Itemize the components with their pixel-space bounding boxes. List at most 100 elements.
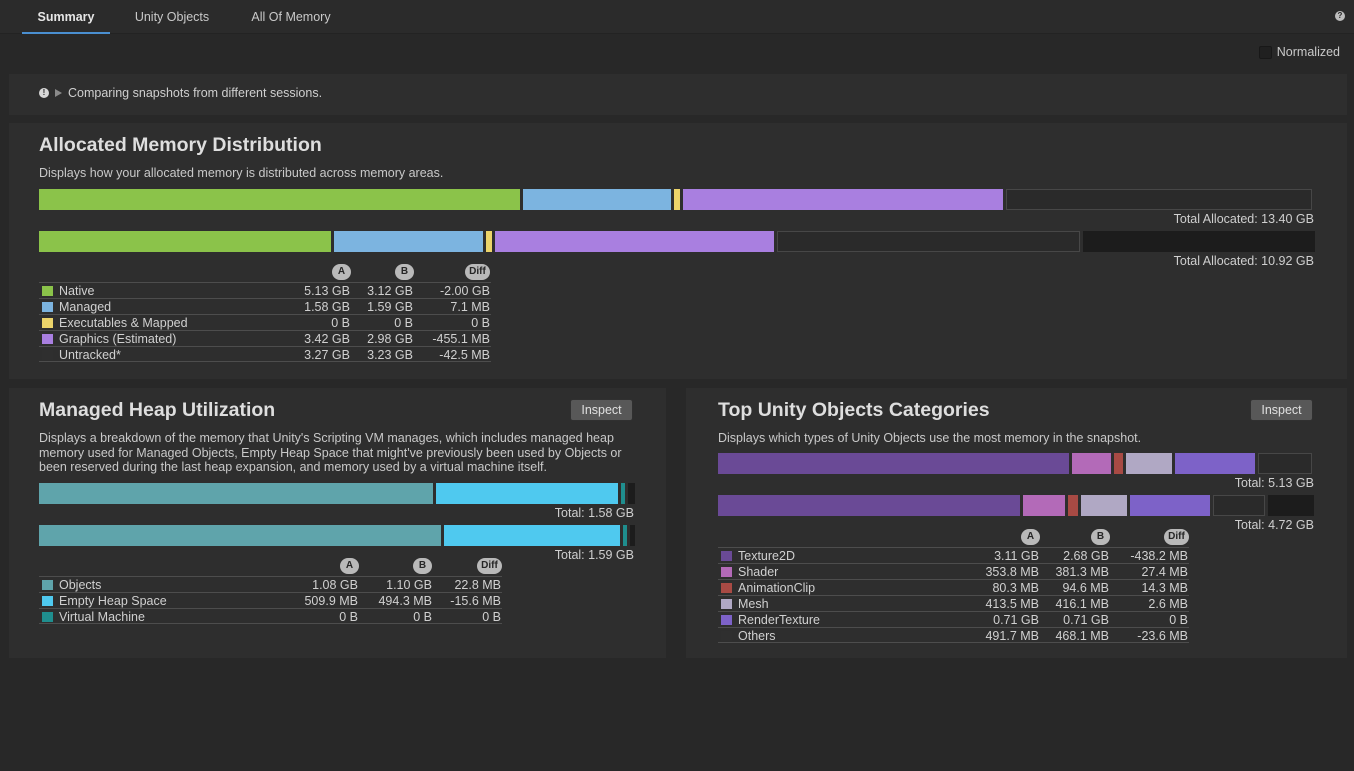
tab-unity-objects[interactable]: Unity Objects [134,10,210,24]
allocated-legend-row-executables-mapped[interactable]: Executables & Mapped 0 B 0 B 0 B [39,314,491,330]
help-icon[interactable]: ? [1335,11,1345,21]
allocated-b-segment-native[interactable] [39,231,331,252]
top-objects-legend-header: A B Diff [718,527,1189,547]
top-objects-swatch-rendertexture [721,615,732,625]
top-objects-legend-row-animationclip[interactable]: AnimationClip 80.3 MB 94.6 MB 14.3 MB [718,579,1189,595]
managed-heap-inspect-button[interactable]: Inspect [570,399,633,421]
allocated-legend-value-diff: 7.1 MB [450,300,490,314]
top-objects-legend-value-diff: 2.6 MB [1148,597,1188,611]
managed-heap-a-segment-virtual-machine[interactable] [621,483,625,504]
normalized-checkbox[interactable] [1258,45,1272,59]
allocated-a-segment-graphics-estimated[interactable] [683,189,1003,210]
top-objects-legend-row-mesh[interactable]: Mesh 413.5 MB 416.1 MB 2.6 MB [718,595,1189,611]
top-objects-inspect-button[interactable]: Inspect [1250,399,1313,421]
top-objects-legend-value-a: 353.8 MB [985,565,1039,579]
managed-heap-legend-value-diff: 0 B [482,610,501,624]
top-objects-swatch-shader [721,567,732,577]
top-objects-legend-value-b: 468.1 MB [1055,629,1109,643]
managed-heap-header-b: B [413,558,432,574]
allocated-bar-a [39,189,1315,210]
allocated-swatch-graphics-estimated [42,334,53,344]
allocated-legend-header: A B Diff [39,262,491,282]
allocated-legend-value-a: 5.13 GB [304,284,350,298]
session-notice: ! Comparing snapshots from different ses… [9,74,1347,115]
managed-heap-legend-value-a: 0 B [339,610,358,624]
managed-heap-swatch-empty-heap-space [42,596,53,606]
managed-heap-b-segment-virtual-machine[interactable] [623,525,627,546]
allocated-legend-row-managed[interactable]: Managed 1.58 GB 1.59 GB 7.1 MB [39,298,491,314]
top-objects-legend-row-others[interactable]: Others 491.7 MB 468.1 MB -23.6 MB [718,627,1189,643]
allocated-legend-value-b: 3.23 GB [367,348,413,362]
managed-heap-description: Displays a breakdown of the memory that … [39,431,622,474]
allocated-a-segment-managed[interactable] [523,189,671,210]
managed-heap-a-segment-objects[interactable] [39,483,433,504]
allocated-legend-name: Native [59,284,95,298]
allocated-swatch-native [42,286,53,296]
managed-heap-b-segment-objects[interactable] [39,525,441,546]
top-objects-a-segment-mesh[interactable] [1126,453,1172,474]
top-objects-legend-name: AnimationClip [738,581,816,595]
top-objects-legend-value-b: 381.3 MB [1055,565,1109,579]
top-objects-a-segment-animationclip[interactable] [1114,453,1123,474]
top-objects-legend-value-a: 0.71 GB [993,613,1039,627]
top-objects-legend-row-shader[interactable]: Shader 353.8 MB 381.3 MB 27.4 MB [718,563,1189,579]
allocated-legend-row-untracked[interactable]: Untracked* 3.27 GB 3.23 GB -42.5 MB [39,346,491,362]
allocated-b-segment-managed[interactable] [334,231,483,252]
managed-heap-legend-name: Empty Heap Space [59,594,167,608]
top-objects-b-segment-others[interactable] [1213,495,1265,516]
top-objects-b-segment-mesh[interactable] [1081,495,1127,516]
managed-heap-legend-value-diff: 22.8 MB [454,578,501,592]
allocated-memory-panel: Allocated Memory Distribution Displays h… [9,123,1347,379]
managed-heap-legend-row-empty-heap-space[interactable]: Empty Heap Space 509.9 MB 494.3 MB -15.6 MB [39,592,502,608]
allocated-a-segment-executables-mapped[interactable] [674,189,680,210]
allocated-legend-row-graphics-estimated[interactable]: Graphics (Estimated) 3.42 GB 2.98 GB -455.1… [39,330,491,346]
top-objects-b-unused-space [1268,495,1314,516]
top-objects-a-segment-texture2d[interactable] [718,453,1069,474]
top-objects-b-segment-rendertexture[interactable] [1130,495,1210,516]
top-objects-a-segment-others[interactable] [1258,453,1312,474]
managed-heap-legend-value-a: 1.08 GB [312,578,358,592]
managed-heap-b-segment-empty-heap-space[interactable] [444,525,620,546]
allocated-legend-value-b: 0 B [394,316,413,330]
managed-heap-header-diff: Diff [477,558,502,574]
top-objects-legend-name: Texture2D [738,549,795,563]
managed-heap-a-segment-empty-heap-space[interactable] [436,483,618,504]
top-objects-b-segment-animationclip[interactable] [1068,495,1078,516]
allocated-b-segment-graphics-estimated[interactable] [495,231,774,252]
top-objects-swatch-mesh [721,599,732,609]
managed-heap-legend-row-objects[interactable]: Objects 1.08 GB 1.10 GB 22.8 MB [39,576,502,592]
allocated-b-segment-executables-mapped[interactable] [486,231,492,252]
top-objects-header-diff: Diff [1164,529,1189,545]
allocated-legend-value-diff: -2.00 GB [439,284,490,298]
top-objects-legend-name: Mesh [738,597,769,611]
managed-heap-legend-header: A B Diff [39,556,502,576]
top-objects-legend-value-diff: -23.6 MB [1137,629,1188,643]
tab-summary[interactable]: Summary [22,0,110,34]
managed-heap-legend-value-b: 0 B [413,610,432,624]
normalized-toggle[interactable]: Normalized [1258,45,1340,59]
allocated-a-segment-untracked[interactable] [1006,189,1312,210]
allocated-b-segment-untracked[interactable] [777,231,1080,252]
top-objects-legend-row-texture2d[interactable]: Texture2D 3.11 GB 2.68 GB -438.2 MB [718,547,1189,563]
managed-heap-legend-value-diff: -15.6 MB [450,594,501,608]
managed-heap-total-a: Total: 1.58 GB [554,506,634,520]
expand-triangle-icon[interactable] [55,89,62,97]
top-objects-legend-name: Shader [738,565,779,579]
top-objects-total-b: Total: 4.72 GB [1234,518,1314,532]
tab-all-of-memory[interactable]: All Of Memory [251,10,331,24]
top-objects-header-b: B [1091,529,1110,545]
allocated-legend-name: Managed [59,300,112,314]
top-objects-a-segment-rendertexture[interactable] [1175,453,1255,474]
allocated-legend-row-native[interactable]: Native 5.13 GB 3.12 GB -2.00 GB [39,282,491,298]
managed-heap-legend-row-virtual-machine[interactable]: Virtual Machine 0 B 0 B 0 B [39,608,502,624]
top-objects-legend-value-diff: 0 B [1169,613,1188,627]
top-objects-legend-row-rendertexture[interactable]: RenderTexture 0.71 GB 0.71 GB 0 B [718,611,1189,627]
top-objects-b-segment-texture2d[interactable] [718,495,1020,516]
warning-icon: ! [39,88,49,98]
top-objects-b-segment-shader[interactable] [1023,495,1065,516]
allocated-legend: A B Diff Native 5.13 GB 3.12 GB -2.00 GB Manage… [39,262,491,362]
top-objects-a-segment-shader[interactable] [1072,453,1111,474]
allocated-header-diff: Diff [465,264,490,280]
allocated-a-segment-native[interactable] [39,189,520,210]
top-objects-legend-value-diff: 14.3 MB [1141,581,1188,595]
